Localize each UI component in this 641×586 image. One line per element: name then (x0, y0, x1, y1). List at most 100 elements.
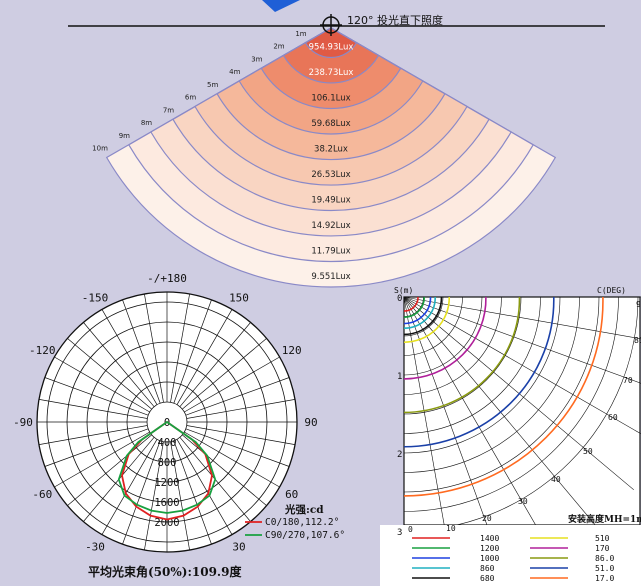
isolux-legend-value: 680 (480, 574, 495, 583)
polar-spoke (38, 425, 148, 445)
isolux-legend-value: 510 (595, 534, 610, 543)
beam-angle-label: 平均光束角(50%):109.9度 (88, 564, 242, 579)
fan-lux-label: 19.49Lux (311, 196, 350, 206)
isolux-angle-tick: 30 (518, 497, 528, 506)
isolux-angle-tick: 60 (608, 413, 618, 422)
polar-spoke (144, 293, 164, 403)
polar-angle-label: 120 (282, 344, 302, 357)
polar-angle-label: 150 (229, 291, 249, 304)
isolux-legend-value: 86.0 (595, 554, 614, 563)
isolux-grid-arc (403, 296, 463, 356)
isolux-grid-arc (403, 296, 424, 317)
isolux-x-axis-label: C(DEG) (597, 286, 626, 295)
fan-lux-label: 14.92Lux (311, 221, 350, 231)
isolux-grid-arc (403, 296, 502, 395)
isolux-contour-51.0 (403, 296, 555, 448)
fan-height-label: 9m (119, 132, 130, 140)
polar-angle-label: -/+180 (147, 272, 187, 285)
isolux-contour-510 (403, 296, 451, 344)
polar-spoke (44, 428, 149, 467)
fan-lux-label: 238.73Lux (309, 68, 354, 78)
isolux-contour-1000 (403, 296, 432, 325)
polar-intensity-chart: -/+180150120906030-150-120-90-60-3004008… (13, 272, 345, 554)
polar-spoke (184, 431, 280, 488)
fan-band-1 (304, 27, 358, 59)
polar-spoke (185, 377, 290, 416)
isolux-contour-860 (403, 296, 437, 329)
isolux-angle-tick: 50 (583, 447, 593, 456)
isolux-angle-tick: 9 (636, 300, 641, 309)
polar-spoke (101, 439, 158, 535)
isolux-contour-1200 (403, 296, 426, 319)
polar-angle-label: -150 (82, 291, 109, 304)
polar-angle-label: -30 (85, 541, 105, 554)
polar-angle-label: -120 (29, 344, 56, 357)
arrow-icon (262, 0, 300, 12)
polar-angle-label: 60 (285, 488, 298, 501)
isolux-angle-tick: 80 (634, 336, 641, 345)
isolux-contour-86.0 (403, 296, 521, 414)
polar-spoke (144, 441, 164, 551)
fan-lux-label: 38.2Lux (314, 145, 348, 155)
fan-height-label: 1m (295, 30, 306, 38)
fan-title: 120° 投光直下照度 (347, 13, 443, 27)
isolux-angle-tick: 40 (551, 475, 561, 484)
polar-series-0 (121, 420, 213, 521)
polar-spoke (54, 431, 150, 488)
isolux-grid-arc (403, 296, 600, 493)
isolux-y-tick: 3 (397, 528, 402, 538)
fan-lux-label: 9.551Lux (311, 272, 350, 282)
isolux-contour-680 (403, 296, 443, 336)
polar-spoke (179, 322, 251, 407)
fan-height-label: 5m (207, 81, 218, 89)
fan-height-label: 7m (163, 106, 174, 114)
isolux-grid-arc (403, 296, 541, 434)
isolux-legend-value: 1000 (480, 554, 499, 563)
polar-angle-label: -60 (32, 488, 52, 501)
polar-spoke (173, 299, 212, 404)
isolux-legend-value: 170 (595, 544, 610, 553)
fan-height-label: 2m (273, 43, 284, 51)
isolux-legend-value: 1400 (480, 534, 499, 543)
isolux-angle-tick: 0 (408, 525, 413, 534)
polar-spoke (170, 441, 190, 551)
fan-height-label: 4m (229, 68, 240, 76)
fan-height-label: 8m (141, 119, 152, 127)
isolux-legend-value: 17.0 (595, 574, 614, 583)
polar-legend-label: C0/180,112.2° (265, 517, 339, 528)
polar-spoke (182, 434, 267, 506)
fan-lux-label: 11.79Lux (311, 247, 350, 257)
polar-radial-label: 1200 (154, 477, 179, 489)
polar-radial-label: 800 (158, 457, 177, 469)
isolux-legend-value: 1200 (480, 544, 499, 553)
polar-radial-label: 1600 (154, 497, 179, 509)
isolux-legend-value: 51.0 (595, 564, 614, 573)
isolux-plot-area (404, 297, 640, 525)
polar-spoke (176, 439, 233, 535)
polar-angle-label: 30 (232, 541, 245, 554)
isolux-y-tick: 0 (397, 294, 402, 304)
isolux-mount-label: 安装高度MH=1m (568, 513, 641, 525)
isolux-contour-1400 (403, 296, 419, 312)
isolux-angle-tick: 20 (482, 514, 492, 523)
polar-radial-label: 400 (158, 437, 177, 449)
fan-height-label: 6m (185, 94, 196, 102)
polar-spoke (170, 293, 190, 403)
polar-spoke (122, 440, 161, 545)
polar-unit-label: 光强:cd (284, 503, 324, 516)
polar-spoke (54, 356, 150, 413)
fan-lux-label: 26.53Lux (311, 170, 350, 180)
isolux-grid-arc (403, 296, 522, 415)
polar-spoke (186, 425, 296, 445)
polar-spoke (185, 428, 290, 467)
fan-height-label: 10m (92, 145, 108, 153)
polar-spoke (122, 299, 161, 404)
isolux-grid-arc (403, 296, 580, 473)
fan-height-label: 3m (251, 55, 262, 63)
polar-spoke (83, 322, 155, 407)
polar-spoke (38, 399, 148, 419)
isolux-grid-arc (403, 296, 561, 454)
isolux-legend-panel (380, 525, 641, 586)
